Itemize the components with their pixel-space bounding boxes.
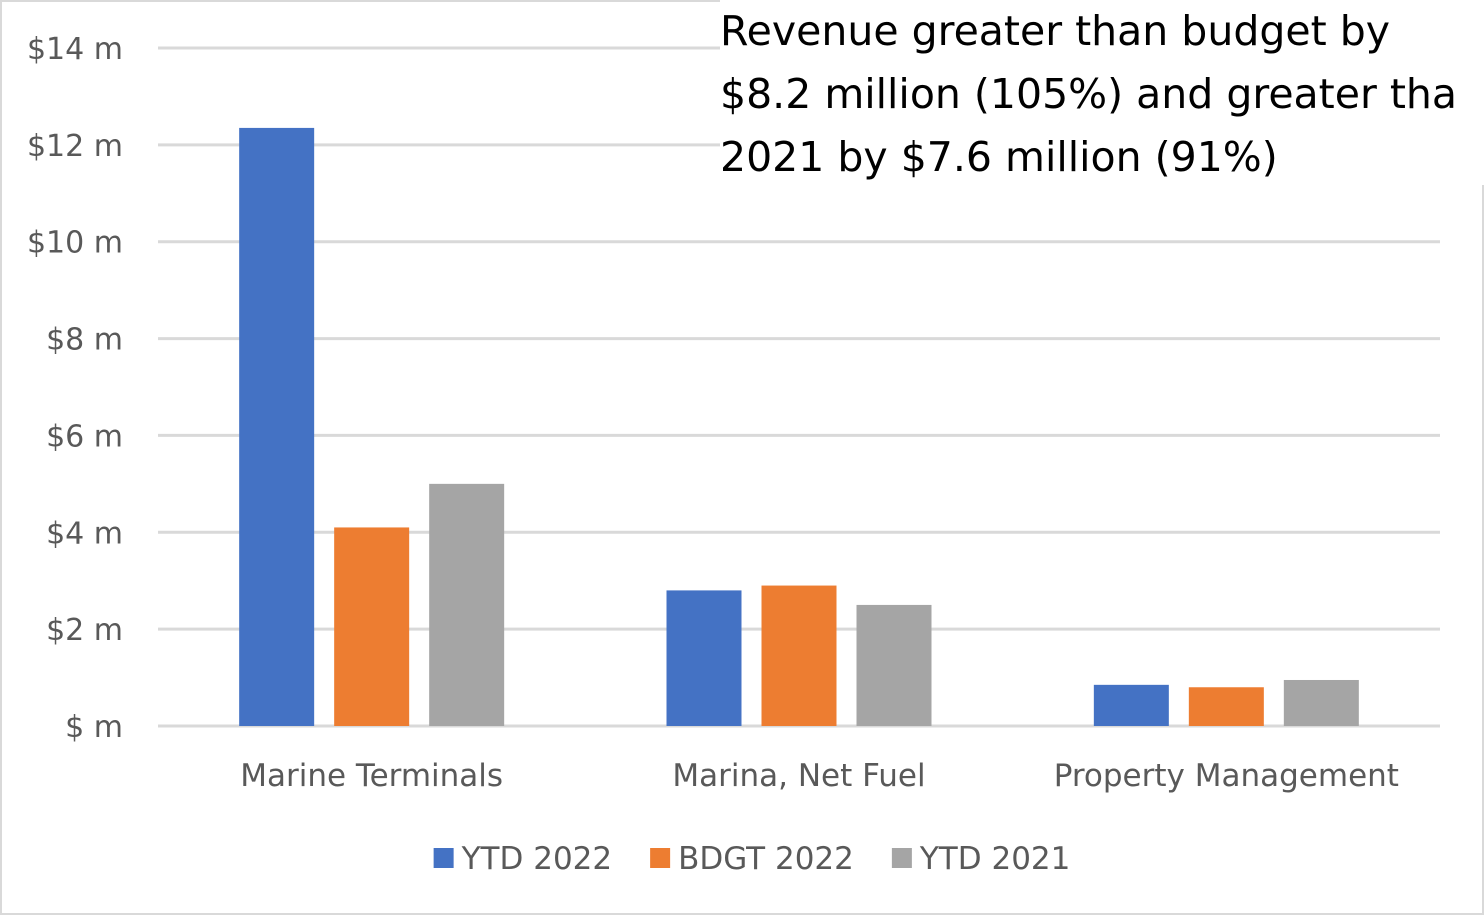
legend-label: YTD 2021 <box>919 841 1071 877</box>
legend-label: YTD 2022 <box>461 841 613 877</box>
x-category-label: Marine Terminals <box>240 758 503 794</box>
legend-label: BDGT 2022 <box>678 841 854 877</box>
y-tick-label: $14 m <box>27 32 123 67</box>
annotation-line-3: 2021 by $7.6 million (91%) <box>720 133 1278 181</box>
bar-ytd-2022 <box>1093 684 1169 726</box>
annotation-line-2: $8.2 million (105%) and greater tha <box>720 70 1458 118</box>
bars <box>239 127 1359 726</box>
y-tick-label: $10 m <box>27 226 123 261</box>
legend-item: YTD 2021 <box>891 841 1071 877</box>
bar-bdgt-2022 <box>1188 687 1264 726</box>
bar-ytd-2021 <box>429 483 505 726</box>
revenue-annotation: Revenue greater than budget by $8.2 mill… <box>720 0 1484 185</box>
y-axis-tick-labels: $ m $2 m $4 m $6 m $8 m $10 m $12 m $14 m <box>27 32 123 745</box>
y-tick-label: $4 m <box>46 516 123 551</box>
legend-swatch <box>891 848 912 868</box>
x-category-label: Marina, Net Fuel <box>672 758 925 794</box>
y-tick-label: $2 m <box>46 613 123 648</box>
legend-item: YTD 2022 <box>433 841 613 877</box>
x-axis-category-labels: Marine Terminals Marina, Net Fuel Property… <box>240 758 1399 794</box>
bar-bdgt-2022 <box>334 527 410 726</box>
x-category-label: Property Management <box>1054 758 1399 794</box>
legend-swatch <box>650 848 671 868</box>
y-tick-label: $8 m <box>46 323 123 358</box>
legend-swatch <box>433 848 454 868</box>
legend: YTD 2022 BDGT 2022 YTD 2021 <box>433 841 1071 877</box>
bar-bdgt-2022 <box>761 585 837 726</box>
y-tick-label: $ m <box>65 710 123 745</box>
y-tick-label: $12 m <box>27 129 123 164</box>
bar-ytd-2022 <box>239 127 315 726</box>
y-tick-label: $6 m <box>46 419 123 454</box>
bar-ytd-2021 <box>1283 679 1359 726</box>
bar-ytd-2022 <box>666 590 742 726</box>
bar-ytd-2021 <box>856 604 932 726</box>
legend-item: BDGT 2022 <box>650 841 854 877</box>
annotation-line-1: Revenue greater than budget by <box>720 7 1390 55</box>
